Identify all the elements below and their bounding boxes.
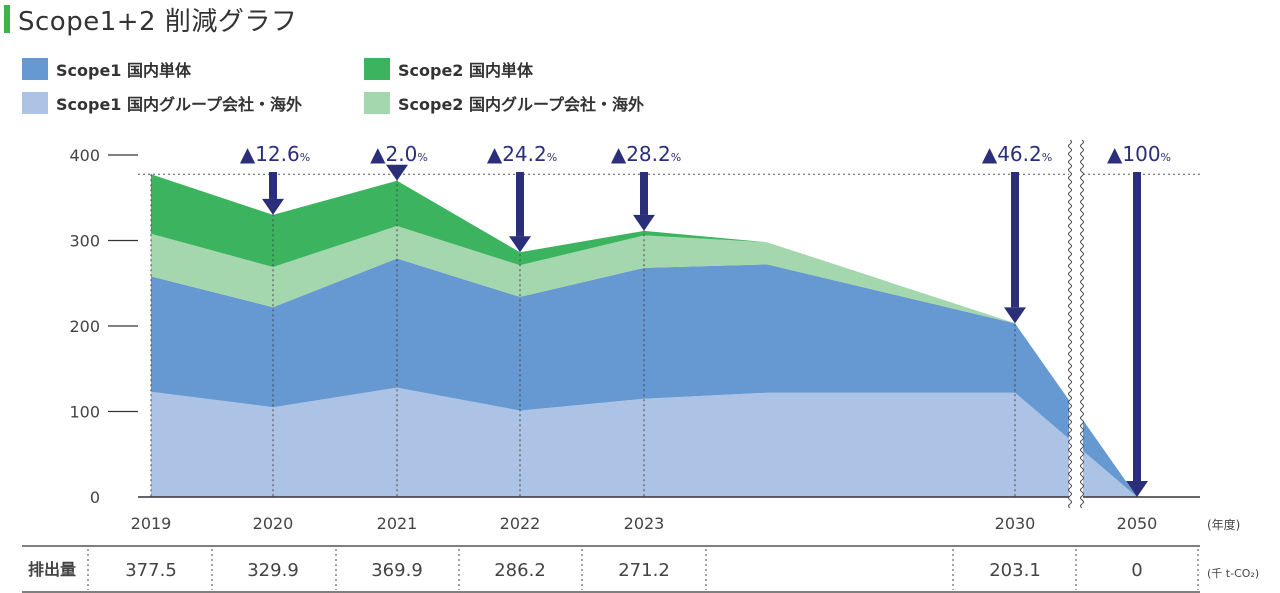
y-tick-label: 300	[69, 232, 100, 251]
legend-label: Scope1 国内単体	[56, 61, 192, 80]
emissions-table: 排出量 377.5 329.9 369.9 286.2 271.2 203.1 0 (千 t-C…	[22, 545, 1259, 593]
legend-item-s2-group: Scope2 国内グループ会社・海外	[364, 91, 644, 115]
axis-break	[1068, 139, 1084, 509]
legend: Scope1 国内単体 Scope2 国内単体 Scope1 国内グループ会社・…	[22, 57, 782, 117]
legend-item-s1-domestic: Scope1 国内単体	[22, 57, 191, 81]
legend-item-s1-group: Scope1 国内グループ会社・海外	[22, 91, 302, 115]
table-cell-value: 203.1	[989, 560, 1041, 581]
reduction-percent-label: ▲2.0%	[370, 142, 428, 166]
reduction-arrow-shaft	[1133, 172, 1141, 481]
table-row-label: 排出量	[28, 560, 76, 579]
title-accent-bar	[4, 5, 10, 33]
axis-break-wave	[1080, 139, 1084, 509]
table-cell-value: 329.9	[247, 560, 299, 581]
reduction-arrow-shaft	[1011, 172, 1019, 308]
legend-swatch	[22, 58, 48, 80]
x-tick-label: 2019	[131, 514, 172, 533]
legend-item-s2-domestic: Scope2 国内単体	[364, 57, 533, 81]
reduction-percent-label: ▲46.2%	[982, 142, 1052, 166]
page-title: Scope1+2 削減グラフ	[18, 6, 298, 37]
legend-label: Scope2 国内グループ会社・海外	[398, 95, 645, 114]
reduction-arrow-shaft	[516, 172, 524, 237]
reduction-arrow-head	[262, 198, 284, 215]
table-cell-value: 377.5	[125, 560, 177, 581]
reduction-arrows: ▲12.6% ▲2.0% ▲24.2% ▲28.2% ▲46.2% ▲100%	[240, 142, 1171, 497]
y-tick-label: 400	[69, 146, 100, 165]
reduction-arrow-head	[1126, 481, 1148, 497]
axis-break-gap	[1069, 140, 1083, 507]
reduction-percent-label: ▲100%	[1107, 142, 1171, 166]
percent-unit: %	[1042, 151, 1052, 164]
reduction-arrow-shaft	[640, 172, 648, 215]
x-axis-labels: 2019 2020 2021 2022 2023 2030 2050 (年度)	[131, 514, 1241, 533]
x-tick-label: 2030	[995, 514, 1036, 533]
table-cell-value: 369.9	[371, 560, 423, 581]
reduction-arrow-shaft	[269, 172, 277, 199]
x-tick-label: 2022	[500, 514, 541, 533]
y-tick-label: 200	[69, 317, 100, 336]
table-cell-value: 286.2	[494, 560, 546, 581]
legend-swatch	[22, 92, 48, 114]
table-cell-value: 271.2	[618, 560, 670, 581]
y-axis: 0 100 200 300 400	[69, 146, 138, 507]
x-tick-label: 2023	[624, 514, 665, 533]
legend-label: Scope2 国内単体	[398, 61, 534, 80]
y-tick-label: 0	[90, 488, 100, 507]
legend-swatch	[364, 92, 390, 114]
table-cell-value: 0	[1131, 560, 1142, 581]
x-tick-label: 2050	[1117, 514, 1158, 533]
legend-swatch	[364, 58, 390, 80]
title-bar: Scope1+2 削減グラフ	[4, 2, 298, 37]
x-tick-label: 2021	[377, 514, 418, 533]
reduction-arrow-head	[633, 214, 655, 231]
percent-unit: %	[417, 151, 427, 164]
reduction-arrow-head	[1004, 307, 1026, 324]
axis-break-wave	[1068, 139, 1072, 509]
area-scope2-group	[151, 226, 1137, 497]
percent-unit: %	[1161, 151, 1171, 164]
area-scope1-domestic	[151, 258, 1137, 497]
reduction-percent-label: ▲28.2%	[611, 142, 681, 166]
percent-unit: %	[300, 151, 310, 164]
reduction-percent-label: ▲24.2%	[487, 142, 557, 166]
y-tick-label: 100	[69, 403, 100, 422]
table-unit-label: (千 t-CO₂)	[1207, 567, 1259, 580]
reduction-percent-label: ▲12.6%	[240, 142, 310, 166]
percent-unit: %	[671, 151, 681, 164]
percent-unit: %	[547, 151, 557, 164]
x-axis-unit: (年度)	[1207, 517, 1240, 532]
reduction-arrow-head	[386, 164, 408, 181]
legend-label: Scope1 国内グループ会社・海外	[56, 95, 303, 114]
reduction-arrow-head	[509, 236, 531, 253]
x-tick-label: 2020	[253, 514, 294, 533]
